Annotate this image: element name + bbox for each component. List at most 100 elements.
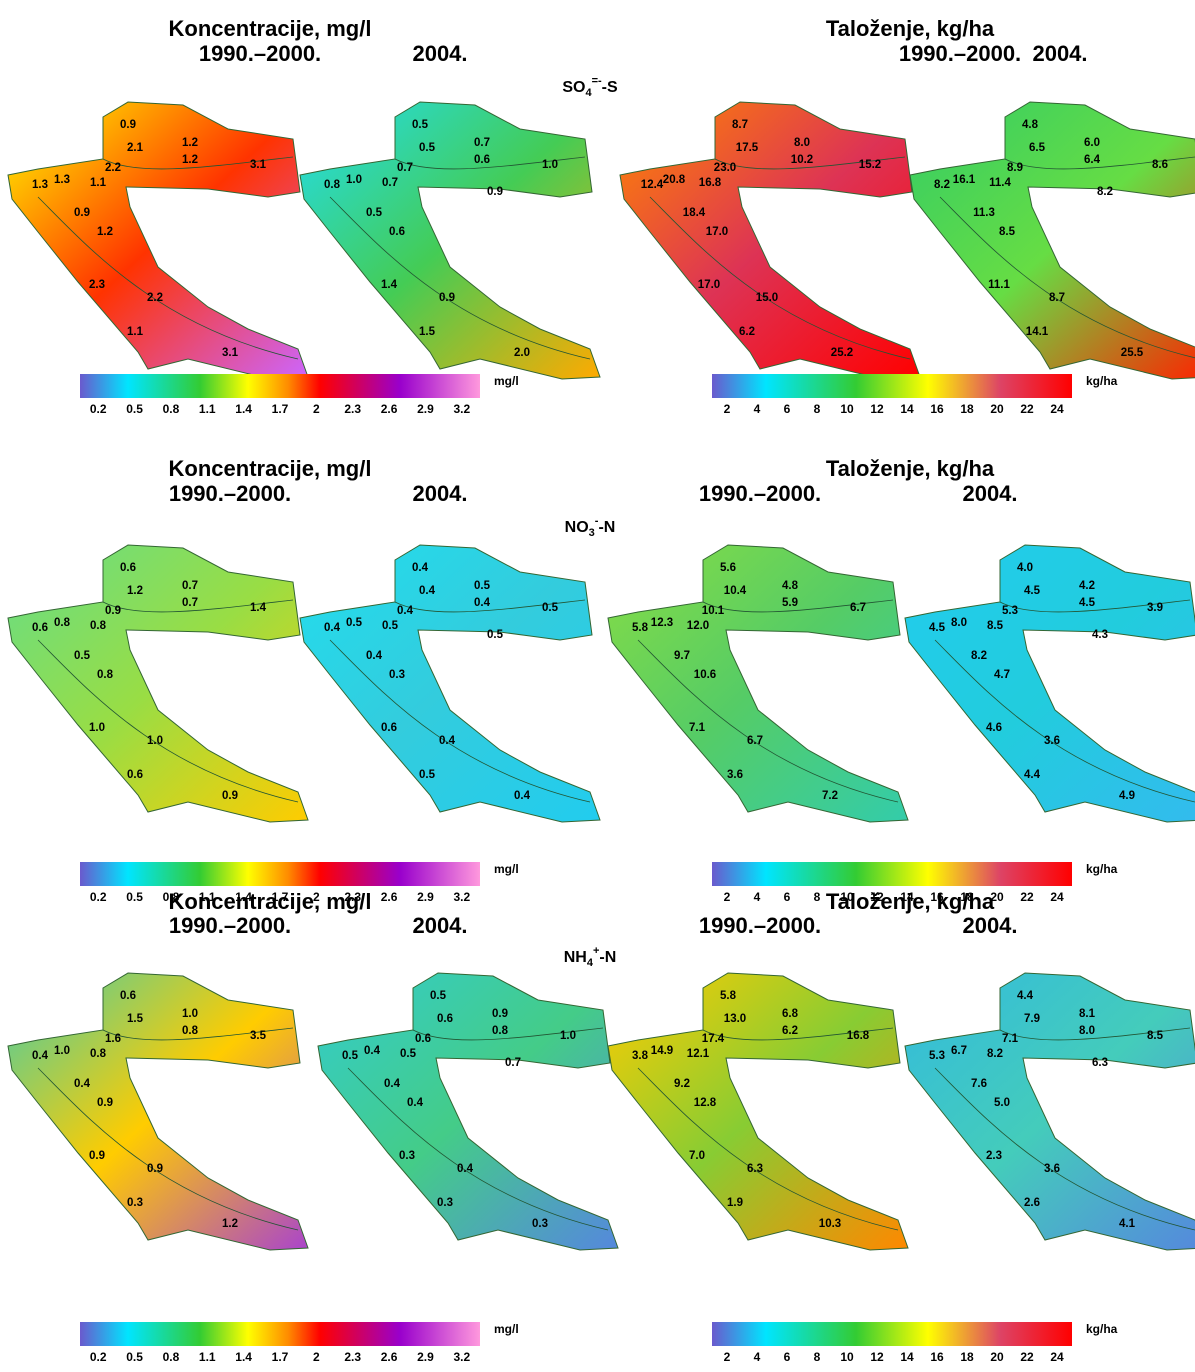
station-value: 7.6 <box>971 1078 987 1090</box>
colorbar-tick-label: 2 <box>313 1350 320 1364</box>
species-part: NO <box>565 519 589 536</box>
station-value: 10.3 <box>819 1218 841 1230</box>
colorbar-tick-label: 18 <box>960 1350 974 1364</box>
station-value: 8.2 <box>971 650 987 662</box>
station-value: 25.2 <box>831 347 853 359</box>
colorbar-tick-label: 2 <box>724 402 731 416</box>
period-label: 2004. <box>412 481 467 506</box>
station-value: 23.0 <box>714 162 736 174</box>
station-value: 1.2 <box>182 137 198 149</box>
station-value: 0.5 <box>346 617 363 629</box>
station-value: 0.7 <box>182 597 198 609</box>
period-label: 2004. <box>412 41 467 66</box>
station-value: 0.3 <box>532 1218 548 1230</box>
station-value: 6.2 <box>782 1025 798 1037</box>
species-part: -N <box>598 519 615 536</box>
colorbar-tick-label: 16 <box>930 402 944 416</box>
colorbar <box>712 862 1072 886</box>
colorbar-tick-label: 2.9 <box>417 402 434 416</box>
station-value: 4.4 <box>1024 769 1041 781</box>
map-panel: 0.50.50.70.61.00.70.81.00.70.50.61.40.91… <box>300 102 600 379</box>
station-value: 8.7 <box>732 119 748 131</box>
station-value: 8.5 <box>987 620 1004 632</box>
map-panel: 5.610.44.85.96.710.15.812.312.09.710.67.… <box>608 545 908 822</box>
station-value: 10.6 <box>694 669 716 681</box>
station-value: 0.4 <box>324 622 341 634</box>
station-value: 0.6 <box>381 722 397 734</box>
station-value: 0.9 <box>74 207 90 219</box>
colorbar-unit: mg/l <box>494 862 519 876</box>
station-value: 0.5 <box>412 119 429 131</box>
period-label: 2004. <box>412 913 467 938</box>
colorbar-tick-label: 1.1 <box>199 1350 216 1364</box>
station-value: 6.7 <box>747 735 763 747</box>
station-value: 6.0 <box>1084 137 1100 149</box>
colorbar-tick-label: 20 <box>990 1350 1004 1364</box>
station-value: 15.0 <box>756 292 778 304</box>
station-value: 4.3 <box>1092 629 1108 641</box>
station-value: 1.1 <box>90 177 107 189</box>
species-part: SO <box>562 79 585 96</box>
colorbar <box>712 1322 1072 1346</box>
station-value: 1.5 <box>127 1013 144 1025</box>
station-value: 3.9 <box>1147 602 1163 614</box>
station-value: 0.7 <box>397 162 413 174</box>
colorbar-tick-label: 1.7 <box>272 1350 289 1364</box>
colorbar-tick-label: 22 <box>1020 402 1034 416</box>
station-value: 0.6 <box>389 226 405 238</box>
station-value: 13.0 <box>724 1013 746 1025</box>
station-value: 10.2 <box>791 154 813 166</box>
station-value: 15.2 <box>859 159 881 171</box>
station-value: 0.4 <box>419 585 436 597</box>
station-value: 0.8 <box>90 620 107 632</box>
station-value: 0.9 <box>120 119 136 131</box>
station-value: 2.3 <box>986 1150 1002 1162</box>
species-label: NO3--N <box>565 515 616 539</box>
station-value: 9.2 <box>674 1078 690 1090</box>
station-value: 0.5 <box>74 650 91 662</box>
station-value: 1.3 <box>54 174 70 186</box>
station-value: 6.5 <box>1029 142 1046 154</box>
station-value: 16.8 <box>847 1030 870 1042</box>
colorbar-tick-label: 2.3 <box>344 402 361 416</box>
period-label: 2004. <box>1032 41 1087 66</box>
colorbar-tick-label: 0.8 <box>163 1350 180 1364</box>
colorbar-tick-label: 20 <box>990 402 1004 416</box>
station-value: 5.0 <box>994 1097 1010 1109</box>
station-value: 10.1 <box>702 605 725 617</box>
station-value: 4.6 <box>986 722 1002 734</box>
station-value: 0.5 <box>430 990 447 1002</box>
station-value: 1.4 <box>381 279 398 291</box>
colorbar-tick-label: 8 <box>814 402 821 416</box>
station-value: 20.8 <box>663 174 686 186</box>
station-value: 1.3 <box>32 179 48 191</box>
station-value: 1.5 <box>419 326 436 338</box>
colorbar-tick-label: 4 <box>754 1350 761 1364</box>
station-value: 1.2 <box>222 1218 238 1230</box>
station-value: 0.5 <box>342 1050 359 1062</box>
station-value: 0.8 <box>324 179 341 191</box>
station-value: 0.4 <box>457 1163 474 1175</box>
station-value: 1.2 <box>182 154 198 166</box>
colorbar-tick-label: 24 <box>1050 890 1064 904</box>
station-value: 0.4 <box>32 1050 49 1062</box>
station-value: 1.4 <box>250 602 267 614</box>
station-value: 4.7 <box>994 669 1010 681</box>
station-value: 5.3 <box>1002 605 1018 617</box>
station-value: 5.8 <box>720 990 737 1002</box>
station-value: 8.0 <box>794 137 810 149</box>
station-value: 12.3 <box>651 617 673 629</box>
station-value: 0.5 <box>419 769 436 781</box>
station-value: 8.6 <box>1152 159 1168 171</box>
station-value: 0.6 <box>120 562 136 574</box>
page: {"sections":[ {"conc_title":"Koncentraci… <box>0 0 1195 1372</box>
station-value: 7.2 <box>822 790 838 802</box>
map-region <box>905 973 1195 1250</box>
station-value: 0.9 <box>105 605 121 617</box>
map-region <box>8 973 308 1250</box>
station-value: 0.8 <box>182 1025 199 1037</box>
station-value: 0.6 <box>127 769 143 781</box>
station-value: 1.1 <box>127 326 144 338</box>
station-value: 0.8 <box>54 617 71 629</box>
